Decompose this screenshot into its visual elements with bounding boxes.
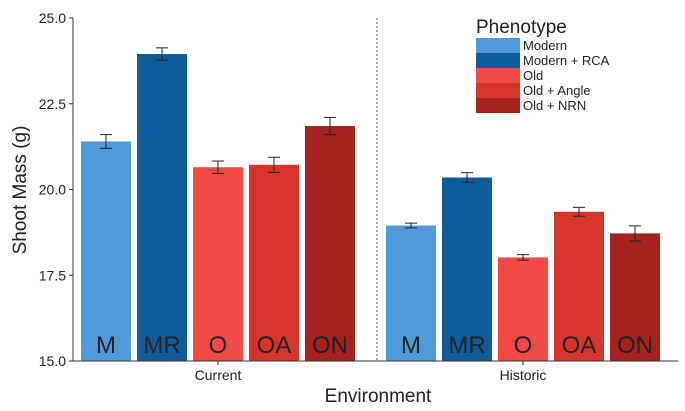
error-bar	[212, 160, 224, 174]
error-bar	[405, 222, 417, 229]
x-tick-label: Current	[195, 367, 242, 383]
y-tick-label: 20.0	[39, 182, 66, 198]
y-axis-title: Shoot Mass (g)	[10, 126, 31, 255]
bar-code-label: ON	[312, 332, 348, 359]
y-tick-label: 15.0	[39, 353, 66, 369]
legend-title: Phenotype	[476, 17, 567, 38]
error-bar	[461, 172, 473, 183]
bars-layer: M MR O OA ON M MR O OA ON	[81, 47, 660, 361]
bar-current-m	[81, 141, 131, 361]
legend-entry: Modern	[476, 38, 567, 53]
bar-historic-oa	[554, 211, 604, 361]
x-tick-label: Historic	[500, 367, 547, 383]
error-bar	[100, 134, 112, 149]
legend-swatch	[476, 68, 520, 83]
bar-current-on	[305, 126, 355, 361]
bar-code-label: O	[209, 332, 228, 359]
legend-swatch	[476, 38, 520, 53]
x-axis-title: Environment	[325, 386, 432, 406]
y-tick-label: 25.0	[39, 10, 66, 26]
error-bar	[268, 156, 280, 173]
legend-entry: Modern + RCA	[476, 53, 610, 68]
bar-historic-m	[386, 225, 436, 361]
bar-code-label: OA	[257, 332, 292, 359]
bar-current-oa	[249, 164, 299, 361]
ticks-layer: 15.0 17.5 20.0 22.5 25.0 Current Historic	[39, 10, 547, 383]
legend-label: Modern + RCA	[523, 53, 610, 68]
bar-historic-mr	[442, 177, 492, 361]
y-tick-label: 22.5	[39, 96, 66, 112]
legend-entry: Old	[476, 68, 543, 83]
bar-code-label: M	[401, 332, 421, 359]
legend-entry: Old + NRN	[476, 98, 586, 113]
bar-current-mr	[137, 54, 187, 361]
legend-swatch	[476, 83, 520, 98]
legend-swatch	[476, 98, 520, 113]
bar-code-label: MR	[448, 332, 485, 359]
legend-label: Old + Angle	[523, 83, 591, 98]
legend-label: Modern	[523, 38, 567, 53]
error-bar	[156, 47, 168, 61]
legend-label: Old	[523, 68, 543, 83]
bar-code-label: MR	[143, 332, 180, 359]
bar-current-o	[193, 167, 243, 361]
error-bar	[629, 225, 641, 242]
legend-swatch	[476, 53, 520, 68]
error-bar	[324, 116, 336, 136]
legend-entry: Old + Angle	[476, 83, 591, 98]
bar-historic-o	[498, 257, 548, 361]
bar-code-label: OA	[562, 332, 597, 359]
y-tick-label: 17.5	[39, 267, 66, 283]
bar-code-label: O	[514, 332, 533, 359]
bar-code-label: M	[96, 332, 116, 359]
legend-label: Old + NRN	[523, 98, 586, 113]
error-bar	[517, 254, 529, 261]
bar-code-label: ON	[617, 332, 653, 359]
error-bar	[573, 206, 585, 217]
bar-historic-on	[610, 233, 660, 361]
